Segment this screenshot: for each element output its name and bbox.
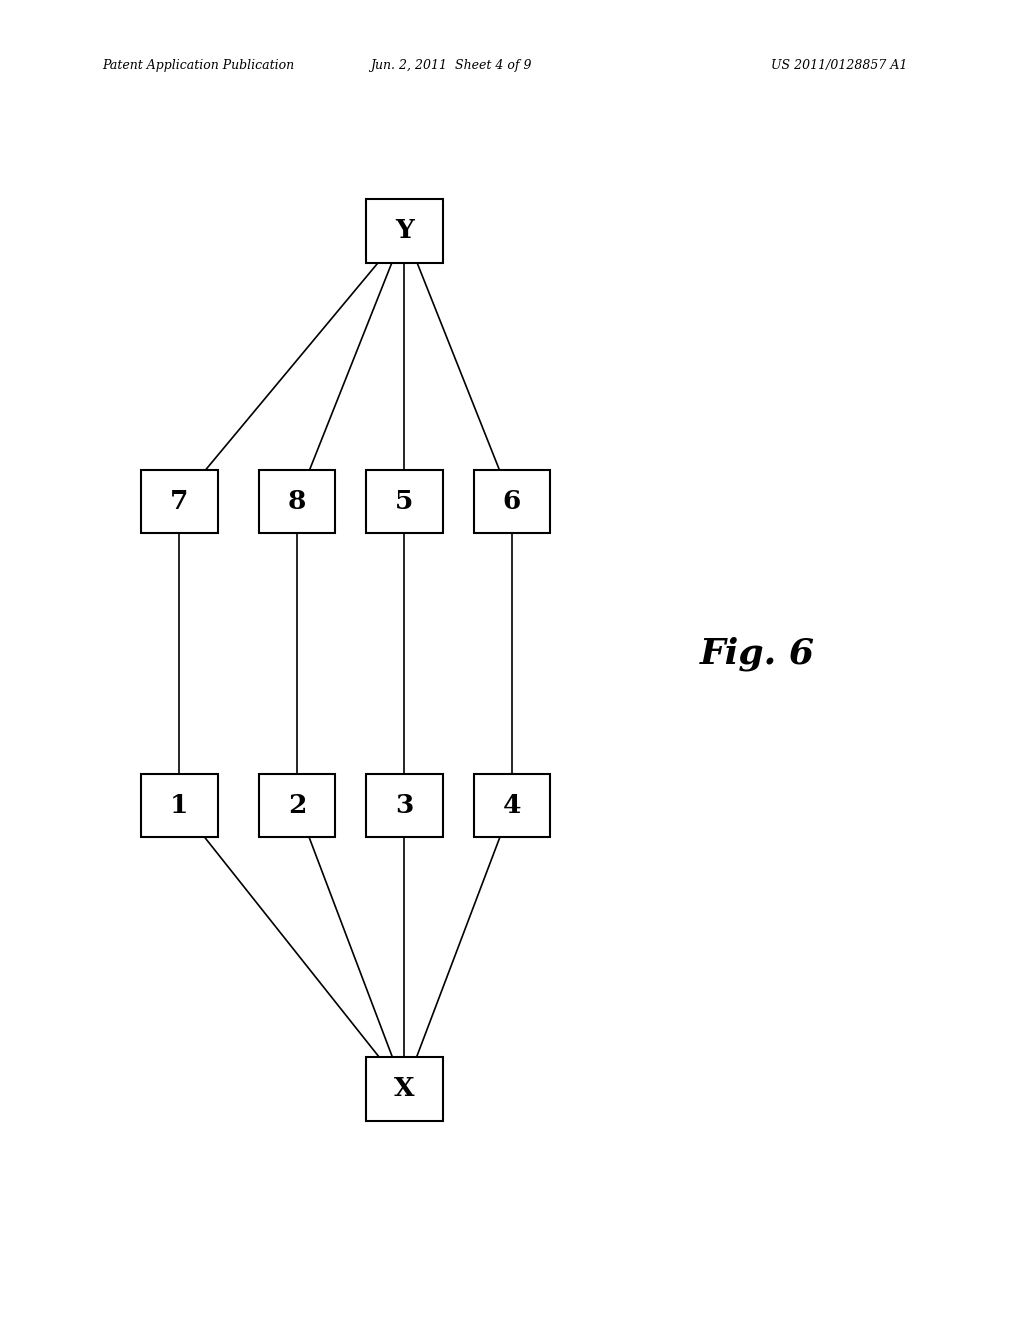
Text: X: X [394, 1077, 415, 1101]
FancyBboxPatch shape [258, 470, 336, 533]
Text: 8: 8 [288, 490, 306, 513]
Text: 2: 2 [288, 793, 306, 817]
Text: 6: 6 [503, 490, 521, 513]
FancyBboxPatch shape [258, 774, 336, 837]
Text: US 2011/0128857 A1: US 2011/0128857 A1 [771, 59, 908, 73]
Text: 1: 1 [170, 793, 188, 817]
FancyBboxPatch shape [367, 1057, 443, 1121]
Text: 5: 5 [395, 490, 414, 513]
FancyBboxPatch shape [140, 774, 217, 837]
Text: 4: 4 [503, 793, 521, 817]
FancyBboxPatch shape [367, 199, 443, 263]
Text: Fig. 6: Fig. 6 [700, 636, 815, 671]
FancyBboxPatch shape [473, 470, 551, 533]
Text: Patent Application Publication: Patent Application Publication [102, 59, 295, 73]
Text: 3: 3 [395, 793, 414, 817]
Text: 7: 7 [170, 490, 188, 513]
Text: Jun. 2, 2011  Sheet 4 of 9: Jun. 2, 2011 Sheet 4 of 9 [370, 59, 531, 73]
FancyBboxPatch shape [140, 470, 217, 533]
FancyBboxPatch shape [367, 470, 443, 533]
FancyBboxPatch shape [473, 774, 551, 837]
Text: Y: Y [395, 219, 414, 243]
FancyBboxPatch shape [367, 774, 443, 837]
